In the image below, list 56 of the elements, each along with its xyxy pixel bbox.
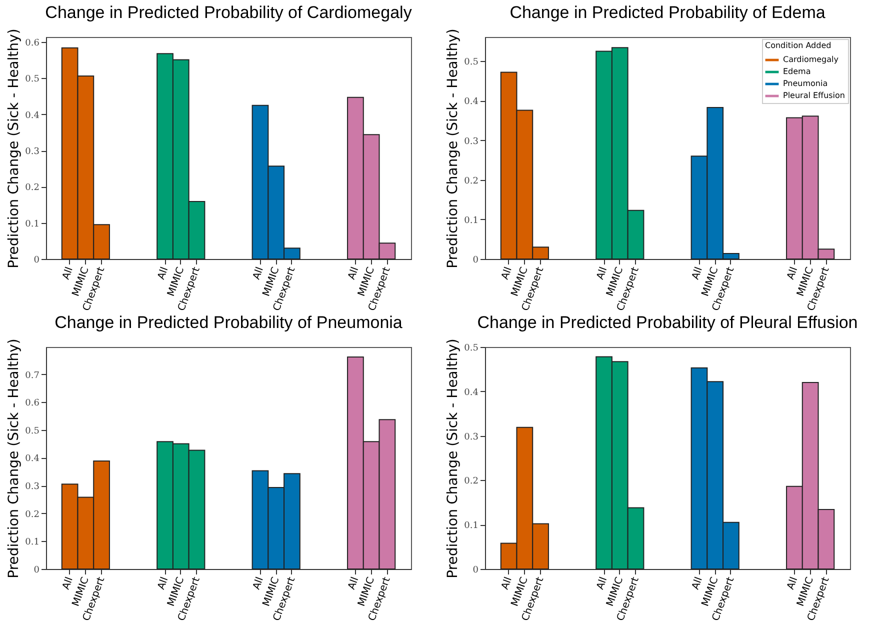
y-tick-label: 0 — [472, 566, 479, 576]
y-tick-label: 0.2 — [464, 476, 478, 487]
y-tick-label: 0.2 — [25, 510, 40, 520]
x-tick-label: All — [156, 576, 171, 592]
x-tick-label: All — [786, 576, 800, 592]
chart-title: Change in Predicted Probability of Pneumonia — [54, 313, 403, 332]
legend-title: Condition Added — [765, 41, 832, 50]
y-tick-label: 0.6 — [25, 398, 40, 409]
y-axis-title: Prediction Change (Sick - Healthy) — [445, 28, 462, 268]
y-tick-label: 0.4 — [25, 110, 40, 121]
y-tick-label: 0.1 — [464, 521, 478, 532]
legend-label: Pleural Effusion — [783, 91, 845, 100]
y-tick-label: 0.4 — [464, 97, 479, 108]
y-tick-label: 0.2 — [25, 183, 40, 194]
chart-title: Change in Predicted Probability of Edema — [510, 3, 826, 22]
legend-label: Cardiomegaly — [783, 55, 839, 64]
chart-title: Change in Predicted Probability of Cardiomegaly — [45, 3, 412, 22]
x-tick-label: All — [251, 576, 266, 592]
x-tick-label: All — [690, 266, 705, 282]
y-tick-label: 0 — [34, 256, 40, 266]
y-tick-label: 0.3 — [464, 136, 479, 147]
y-tick-label: 0.4 — [464, 388, 479, 398]
y-tick-label: 0 — [34, 566, 40, 576]
x-tick-label: All — [690, 576, 705, 592]
y-tick-label: 0.3 — [25, 482, 40, 492]
y-tick-label: 0.1 — [25, 219, 40, 230]
y-tick-label: 0.3 — [464, 432, 479, 442]
y-tick-label: 0 — [472, 256, 479, 266]
y-tick-label: 0.1 — [25, 538, 40, 548]
x-tick-label: All — [595, 576, 610, 592]
x-tick-label: All — [595, 266, 610, 282]
y-axis-title: Prediction Change (Sick - Healthy) — [6, 28, 22, 268]
y-tick-label: 0.1 — [464, 216, 478, 226]
y-tick-label: 0.5 — [25, 426, 40, 436]
y-axis-title: Prediction Change (Sick - Healthy) — [445, 338, 462, 578]
y-tick-label: 0.5 — [464, 58, 479, 68]
legend-label: Edema — [783, 67, 811, 76]
y-tick-label: 0.6 — [25, 38, 40, 49]
y-tick-label: 0.2 — [464, 176, 478, 186]
y-tick-label: 0.4 — [25, 454, 40, 464]
y-tick-label: 0.7 — [25, 370, 40, 381]
legend-label: Pneumonia — [783, 79, 828, 88]
x-tick-label: All — [786, 266, 800, 282]
x-tick-label: All — [500, 266, 514, 282]
x-tick-label: All — [251, 266, 266, 282]
y-tick-label: 0.3 — [25, 147, 40, 158]
x-tick-label: All — [60, 266, 76, 282]
x-tick-label: All — [346, 576, 362, 592]
x-tick-label: All — [60, 576, 76, 592]
y-tick-label: 0.5 — [25, 74, 40, 85]
x-tick-label: All — [500, 576, 514, 592]
x-tick-label: All — [346, 266, 362, 282]
x-tick-label: All — [156, 266, 171, 282]
y-tick-label: 0.5 — [464, 344, 479, 354]
y-axis-title: Prediction Change (Sick - Healthy) — [6, 338, 22, 578]
chart-title: Change in Predicted Probability of Pleural Effusion — [477, 313, 858, 332]
